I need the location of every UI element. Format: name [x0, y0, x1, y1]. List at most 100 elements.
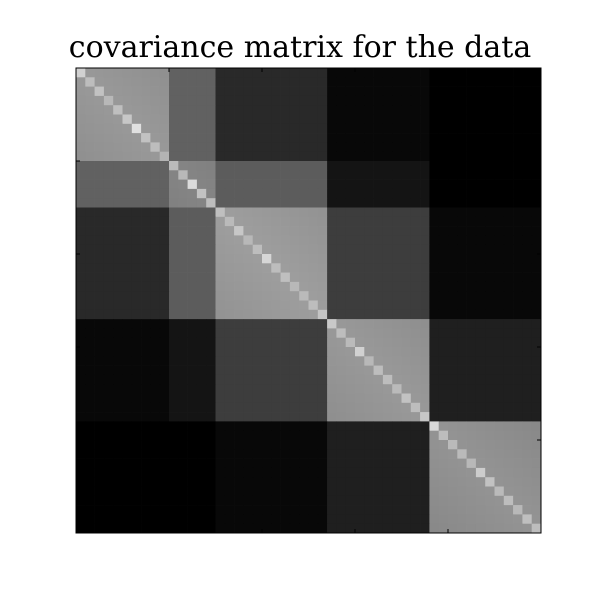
heatmap-cell	[475, 179, 486, 190]
heatmap-cell	[94, 300, 105, 311]
heatmap-cell	[355, 86, 365, 97]
heatmap-cell	[364, 319, 374, 329]
heatmap-cell	[494, 207, 505, 218]
heatmap-cell	[327, 300, 337, 311]
heatmap-cell	[364, 77, 374, 87]
heatmap-cell	[531, 105, 542, 115]
heatmap-cell	[382, 114, 393, 125]
heatmap-cell	[103, 467, 114, 478]
heatmap-cell	[280, 393, 291, 404]
heatmap-cell	[262, 384, 272, 394]
heatmap-cell	[373, 142, 384, 153]
heatmap-cell	[122, 384, 133, 394]
heatmap-cell	[382, 68, 393, 78]
heatmap-cell	[438, 114, 449, 125]
heatmap-cell	[252, 291, 263, 301]
heatmap-cell	[382, 263, 393, 273]
heatmap-cell	[327, 207, 337, 218]
heatmap-cell	[234, 440, 244, 450]
heatmap-cell	[280, 384, 291, 394]
heatmap-cell	[234, 77, 244, 87]
heatmap-cell	[420, 477, 430, 487]
heatmap-cell	[410, 309, 421, 320]
heatmap-cell	[289, 226, 300, 236]
heatmap-cell	[513, 467, 523, 478]
heatmap-cell	[410, 440, 421, 450]
heatmap-cell	[503, 421, 514, 432]
heatmap-cell	[280, 514, 291, 525]
heatmap-cell	[475, 207, 486, 218]
heatmap-cell	[178, 133, 188, 143]
heatmap-cell	[364, 477, 374, 487]
heatmap-cell	[85, 514, 95, 525]
heatmap-cell	[289, 402, 300, 413]
heatmap-cell	[401, 235, 412, 246]
heatmap-cell	[494, 402, 505, 413]
heatmap-cell	[187, 170, 198, 180]
heatmap-cell	[382, 244, 393, 255]
heatmap-cell	[457, 105, 467, 115]
heatmap-cell	[485, 216, 495, 227]
heatmap-cell	[503, 449, 514, 459]
heatmap-cell	[196, 170, 207, 180]
heatmap-cell	[466, 291, 477, 301]
heatmap-cell	[420, 86, 430, 97]
heatmap-cell	[401, 207, 412, 218]
heatmap-cell	[327, 319, 337, 329]
heatmap-cell	[485, 356, 495, 366]
heatmap-cell	[76, 300, 86, 311]
heatmap-cell	[243, 523, 254, 534]
heatmap-cell	[364, 86, 374, 97]
heatmap-cell	[531, 328, 542, 339]
heatmap-cell	[76, 319, 86, 329]
heatmap-cell	[308, 114, 319, 125]
heatmap-cell	[122, 458, 133, 469]
heatmap-cell	[327, 412, 337, 422]
heatmap-cell	[503, 226, 514, 236]
heatmap-cell	[206, 142, 216, 153]
heatmap-cell	[513, 384, 523, 394]
heatmap-cell	[317, 319, 328, 329]
heatmap-cell	[113, 440, 123, 450]
heatmap-cell	[382, 477, 393, 487]
heatmap-cell	[85, 263, 95, 273]
heatmap-cell	[187, 421, 198, 432]
heatmap-cell	[85, 226, 95, 236]
heatmap-cell	[150, 458, 161, 469]
heatmap-cell	[169, 123, 179, 134]
heatmap-cell	[429, 263, 440, 273]
heatmap-cell	[94, 477, 105, 487]
heatmap-cell	[150, 272, 161, 283]
heatmap-cell	[262, 328, 272, 339]
heatmap-cell	[438, 105, 449, 115]
heatmap-cell	[159, 477, 170, 487]
heatmap-cell	[122, 216, 133, 227]
heatmap-cell	[141, 365, 151, 376]
heatmap-cell	[196, 421, 207, 432]
heatmap-cell	[448, 374, 458, 385]
heatmap-cell	[169, 412, 179, 422]
heatmap-cell	[475, 356, 486, 366]
heatmap-cell	[475, 365, 486, 376]
heatmap-cell	[262, 188, 272, 199]
heatmap-cell	[410, 291, 421, 301]
heatmap-cell	[169, 105, 179, 115]
heatmap-cell	[448, 216, 458, 227]
heatmap-cell	[531, 505, 542, 515]
heatmap-cell	[280, 300, 291, 311]
heatmap-cell	[252, 179, 263, 190]
heatmap-cell	[299, 458, 309, 469]
heatmap-cell	[420, 254, 430, 264]
heatmap-cell	[327, 486, 337, 497]
heatmap-cell	[103, 393, 114, 404]
heatmap-cell	[196, 216, 207, 227]
heatmap-cell	[94, 235, 105, 246]
heatmap-cell	[317, 467, 328, 478]
heatmap-cell	[420, 272, 430, 283]
heatmap-cell	[262, 458, 272, 469]
heatmap-cell	[438, 244, 449, 255]
heatmap-cell	[196, 384, 207, 394]
heatmap-cell	[317, 402, 328, 413]
heatmap-cell	[187, 458, 198, 469]
heatmap-cell	[457, 365, 467, 376]
